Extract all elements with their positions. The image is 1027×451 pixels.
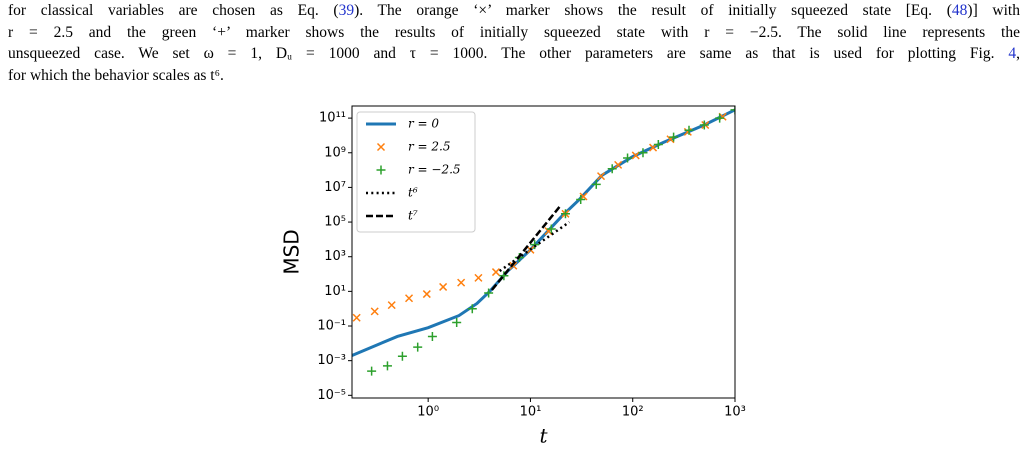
legend-label: r = 0 <box>408 117 439 131</box>
marker <box>367 366 377 376</box>
marker <box>631 151 640 160</box>
marker <box>597 172 606 181</box>
legend-label: t⁷ <box>408 209 418 223</box>
y-tick-label: 10⁹ <box>324 145 346 160</box>
x-tick-label: 10¹ <box>520 405 542 420</box>
y-tick-label: 10⁻¹ <box>317 319 346 334</box>
marker <box>370 307 379 316</box>
marker <box>653 139 663 149</box>
y-tick-label: 10³ <box>324 249 346 264</box>
y-tick-label: 10¹ <box>324 284 346 299</box>
marker <box>387 301 396 310</box>
text: for which the behavior scales as t⁶. <box>8 66 224 84</box>
marker <box>439 282 448 291</box>
reference-link[interactable]: 39 <box>338 2 355 19</box>
marker <box>382 361 392 371</box>
axes-frame <box>351 105 736 399</box>
marker <box>614 160 623 169</box>
legend-label: t⁶ <box>408 186 418 200</box>
text: unsqueezed case. We set ω = 1, Dᵤ = 1000… <box>8 45 1009 62</box>
marker <box>499 271 509 281</box>
marker <box>669 132 679 142</box>
text-line: unsqueezed case. We set ω = 1, Dᵤ = 1000… <box>8 43 1020 65</box>
marker <box>467 304 477 314</box>
x-axis-label: t <box>539 424 548 448</box>
marker <box>452 317 462 327</box>
y-tick-label: 10¹¹ <box>319 111 346 126</box>
marker <box>530 240 540 250</box>
text: r = 2.5 and the green ‘+’ marker shows t… <box>8 23 1020 41</box>
y-tick-label: 10⁻⁵ <box>317 388 346 403</box>
marker <box>413 342 423 352</box>
marker <box>397 351 407 361</box>
marker <box>715 113 725 123</box>
legend-label: r = −2.5 <box>408 163 461 177</box>
marker <box>576 195 586 205</box>
text-line: for which the behavior scales as t⁶. <box>8 65 1020 87</box>
reference-link[interactable]: 4 <box>1008 45 1017 62</box>
marker <box>427 331 437 341</box>
marker <box>484 288 494 298</box>
marker <box>730 106 735 115</box>
legend-marker <box>376 165 386 175</box>
marker <box>405 294 414 303</box>
y-axis-label: MSD <box>280 229 304 274</box>
text: ). The orange ‘×’ marker shows the resul… <box>354 2 952 19</box>
y-tick-label: 10⁵ <box>324 215 346 230</box>
marker <box>509 261 518 270</box>
legend-marker <box>376 142 386 152</box>
reference-link[interactable]: 48 <box>951 2 968 19</box>
marker <box>591 179 601 189</box>
marker <box>352 313 361 322</box>
marker <box>638 148 648 158</box>
marker <box>607 164 617 174</box>
y-tick-label: 10⁷ <box>324 180 346 195</box>
marker <box>546 224 556 234</box>
marker <box>560 209 570 219</box>
legend-box <box>356 111 476 233</box>
x-tick-label: 10⁰ <box>417 405 439 420</box>
marker <box>422 290 431 299</box>
text-line: r = 2.5 and the green ‘+’ marker shows t… <box>8 22 1020 44</box>
series-line <box>490 203 563 291</box>
text: )] with <box>967 2 1020 19</box>
marker <box>491 268 500 277</box>
y-tick-label: 10⁻³ <box>317 353 346 368</box>
marker <box>474 273 483 282</box>
text: , <box>1016 45 1020 62</box>
text: for classical variables are chosen as Eq… <box>8 2 339 19</box>
marker <box>623 153 633 163</box>
text-line: for classical variables are chosen as Eq… <box>8 0 1020 22</box>
marker <box>699 120 709 130</box>
x-tick-label: 10³ <box>724 405 746 420</box>
x-tick-label: 10² <box>622 405 644 420</box>
series-line <box>498 221 571 273</box>
marker <box>457 278 466 287</box>
legend-label: r = 2.5 <box>408 140 451 154</box>
plot-area <box>352 106 735 376</box>
marker <box>684 125 694 135</box>
paragraph: for classical variables are chosen as Eq… <box>8 0 1020 86</box>
